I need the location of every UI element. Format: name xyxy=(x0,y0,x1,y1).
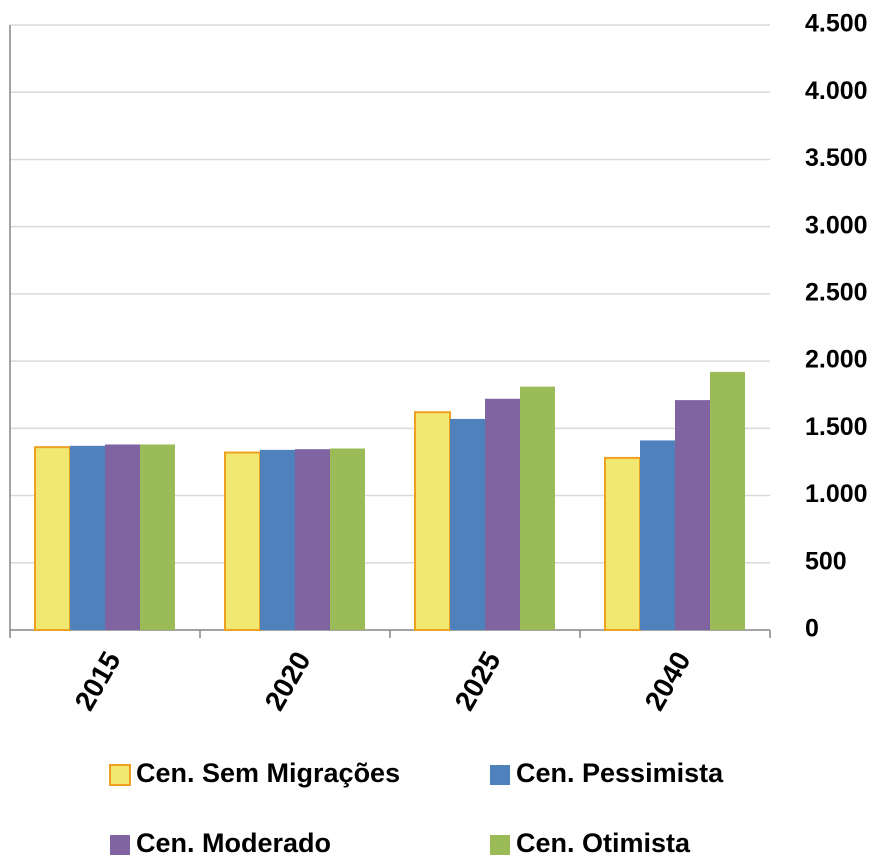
legend-label: Cen. Moderado xyxy=(136,828,331,858)
y-tick-label: 4.000 xyxy=(805,77,868,105)
y-tick-label: 3.500 xyxy=(805,144,868,172)
bar xyxy=(450,418,485,630)
x-tick-label: 2015 xyxy=(69,646,127,715)
bar xyxy=(640,440,675,630)
legend-label: Cen. Otimista xyxy=(516,828,691,858)
y-tick-label: 1.500 xyxy=(805,413,868,441)
bar xyxy=(260,449,295,630)
bar xyxy=(604,456,641,631)
y-tick-label: 500 xyxy=(805,547,847,575)
bar xyxy=(710,371,745,630)
y-tick-label: 4.500 xyxy=(805,10,868,38)
bar xyxy=(224,451,261,631)
legend-swatch xyxy=(490,835,510,855)
x-tick-label: 2040 xyxy=(639,646,697,715)
bar xyxy=(520,386,555,630)
y-tick-label: 2.500 xyxy=(805,278,868,306)
bar xyxy=(34,446,71,631)
bar xyxy=(295,449,330,630)
legend-swatch xyxy=(110,835,130,855)
bar xyxy=(105,444,140,630)
bar xyxy=(414,411,451,632)
legend-label: Cen. Pessimista xyxy=(516,758,724,788)
y-tick-label: 0 xyxy=(805,615,819,643)
x-tick-label: 2025 xyxy=(449,646,507,715)
y-tick-label: 1.000 xyxy=(805,480,868,508)
bar xyxy=(675,400,710,630)
bar xyxy=(70,445,105,630)
x-tick-label: 2020 xyxy=(259,646,317,715)
bar xyxy=(485,398,520,630)
bar xyxy=(140,444,175,630)
y-tick-label: 3.000 xyxy=(805,211,868,239)
legend-swatch xyxy=(490,765,510,785)
legend-label: Cen. Sem Migrações xyxy=(136,758,400,788)
legend-swatch xyxy=(109,764,131,786)
y-tick-label: 2.000 xyxy=(805,346,868,374)
bar xyxy=(330,448,365,630)
